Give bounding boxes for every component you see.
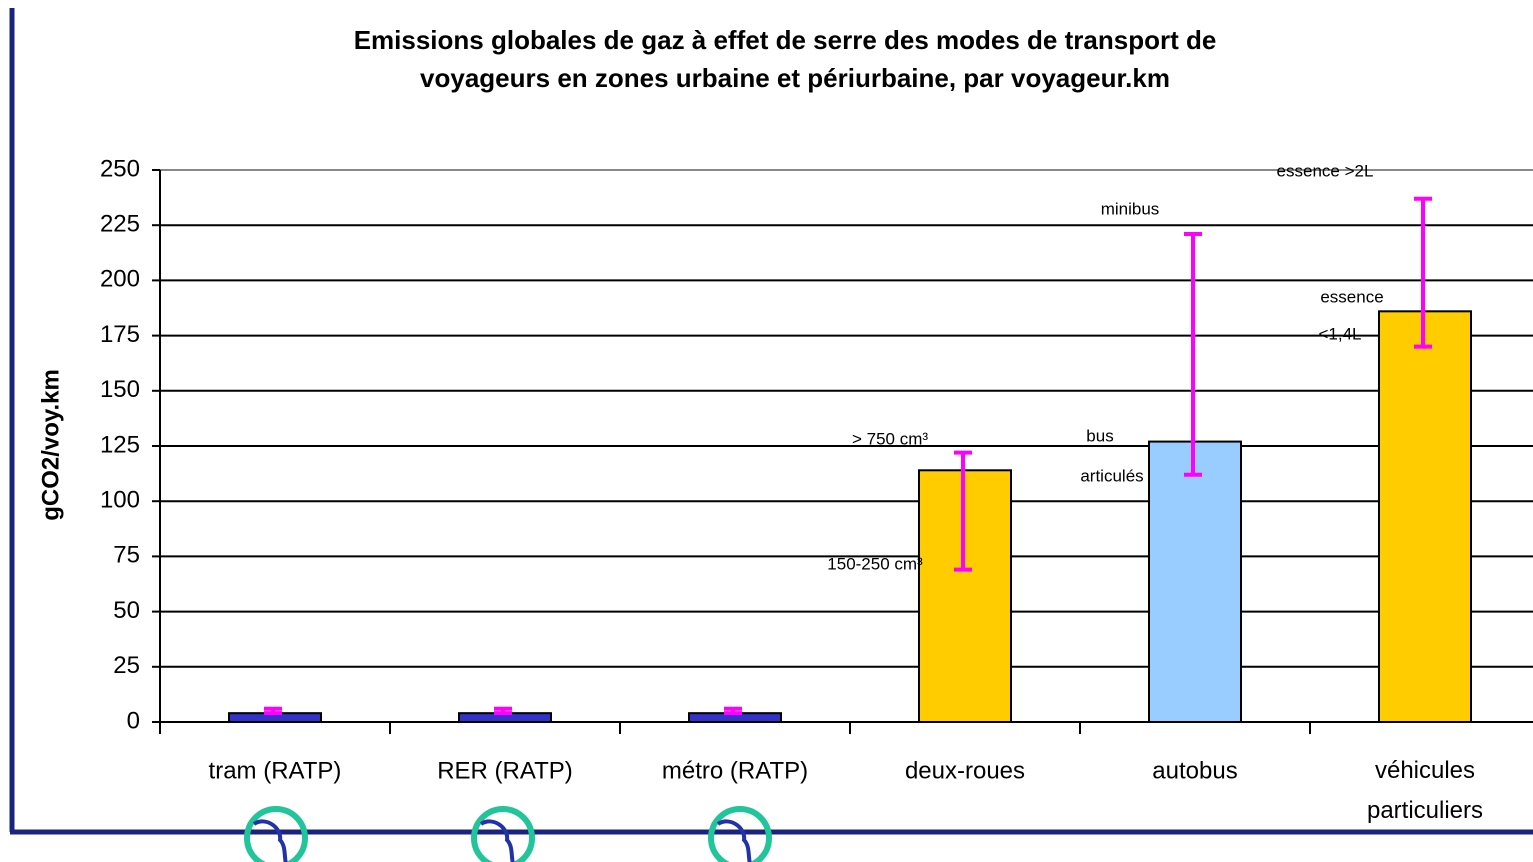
x-tick-label: RER (RATP) [437,757,573,784]
y-tick-label: 175 [100,321,140,348]
annotation: essence [1320,287,1383,306]
bar [1148,440,1242,723]
y-tick-label: 150 [100,376,140,403]
y-tick-label: 125 [100,431,140,458]
x-tick-label: deux-roues [905,757,1025,784]
y-tick-label: 75 [113,542,140,569]
chart-title: voyageurs en zones urbaine et périurbain… [420,63,1170,93]
annotation: minibus [1101,199,1160,218]
y-tick-label: 0 [127,707,140,734]
y-tick-label: 100 [100,487,140,514]
x-tick-label: tram (RATP) [209,757,342,784]
x-tick-label: autobus [1152,757,1237,784]
annotation: bus [1086,426,1113,445]
y-tick-label: 50 [113,597,140,624]
chart-title: Emissions globales de gaz à effet de ser… [354,25,1217,55]
annotation: <1,4L [1318,324,1361,343]
bar [1378,310,1472,723]
y-tick-label: 250 [100,155,140,182]
x-tick-label: véhicules particuliers [1367,757,1483,824]
annotation: 150-250 cm³ [827,554,923,573]
annotation: essence >2L [1277,161,1374,180]
logos [244,806,772,862]
y-tick-label: 225 [100,211,140,238]
y-tick-label: 200 [100,266,140,293]
y-tick-label: 25 [113,652,140,679]
annotation: articulés [1080,466,1143,485]
x-tick-label: métro (RATP) [662,757,808,784]
annotation: > 750 cm³ [852,429,928,448]
y-axis-title: gCO2/voy.km [37,369,64,521]
